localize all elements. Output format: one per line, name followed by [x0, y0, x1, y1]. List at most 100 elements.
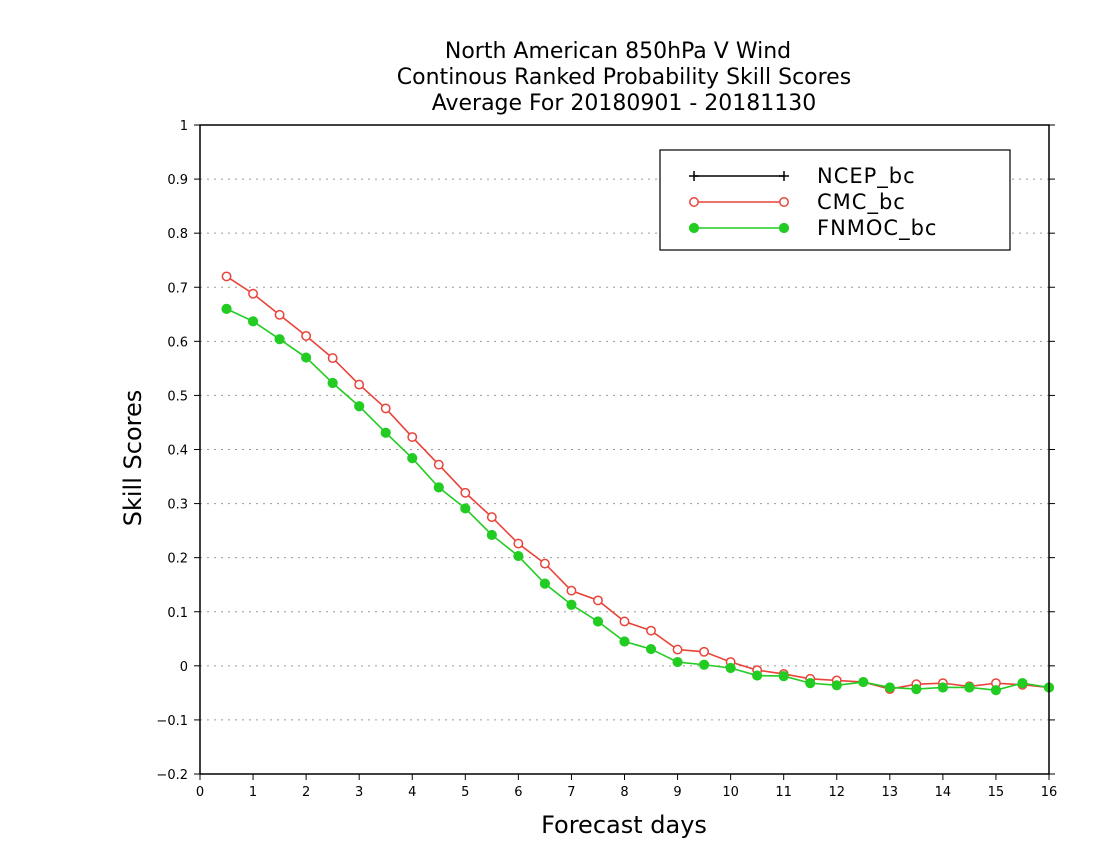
- series-line-cmc-bc: [226, 275, 1050, 690]
- data-point-cmc-bc: [354, 379, 365, 390]
- data-point-cmc-bc: [672, 644, 683, 655]
- y-tick-label: 0.7: [167, 281, 188, 296]
- data-point-fnmoc-bc: [725, 662, 736, 674]
- data-point-cmc-bc: [619, 616, 630, 627]
- data-point-cmc-bc: [380, 403, 391, 414]
- x-tick-label: 12: [828, 785, 845, 800]
- data-point-fnmoc-bc: [698, 659, 710, 670]
- x-tick-label: 16: [1041, 785, 1058, 800]
- y-tick-label: 0.3: [167, 498, 188, 513]
- legend-label-fnmoc-bc: FNMOC_bc: [817, 216, 937, 241]
- y-tick-label: 0: [180, 660, 188, 675]
- x-tick-label: 15: [988, 785, 1005, 800]
- data-point-fnmoc-bc: [592, 616, 604, 627]
- data-point-fnmoc-bc: [539, 578, 551, 589]
- x-tick-label: 5: [461, 785, 469, 800]
- legend-label-ncep-bc: NCEP_bc: [817, 164, 916, 189]
- data-point-fnmoc-bc: [380, 427, 391, 438]
- series-layer: [221, 271, 1055, 696]
- legend-label-cmc-bc: CMC_bc: [817, 190, 906, 215]
- x-tick-label: 8: [620, 785, 628, 800]
- x-tick-label: 10: [722, 785, 739, 800]
- x-tick-label: 9: [673, 785, 681, 800]
- x-tick-label: 3: [355, 785, 363, 800]
- data-point-fnmoc-bc: [301, 352, 312, 363]
- title-line-2: Continous Ranked Probability Skill Score…: [397, 65, 851, 90]
- data-point-cmc-bc: [221, 271, 232, 282]
- data-point-cmc-bc: [327, 353, 338, 364]
- data-point-fnmoc-bc: [672, 656, 683, 668]
- data-point-cmc-bc: [407, 432, 418, 443]
- data-point-fnmoc-bc: [858, 676, 869, 688]
- data-point-fnmoc-bc: [831, 680, 842, 691]
- data-point-fnmoc-bc: [990, 685, 1002, 696]
- data-point-fnmoc-bc: [221, 303, 232, 314]
- series-line-fnmoc-bc: [226, 308, 1050, 691]
- x-tick-label: 1: [249, 785, 257, 800]
- data-point-fnmoc-bc: [964, 682, 975, 693]
- legend-marker-ncep-bc: [779, 171, 789, 181]
- y-tick-label: 0.5: [167, 389, 188, 404]
- data-point-fnmoc-bc: [486, 529, 497, 541]
- data-point-fnmoc-bc: [327, 377, 338, 389]
- y-tick-label: −0.1: [156, 714, 188, 729]
- data-point-fnmoc-bc: [274, 334, 285, 345]
- data-point-cmc-bc: [460, 487, 471, 498]
- x-axis-label: Forecast days: [541, 811, 707, 839]
- data-point-fnmoc-bc: [460, 503, 471, 514]
- x-tick-label: 7: [567, 785, 575, 800]
- legend-marker-fnmoc-bc: [778, 222, 790, 234]
- data-point-cmc-bc: [513, 538, 524, 549]
- x-tick-label: 2: [302, 785, 310, 800]
- data-point-fnmoc-bc: [566, 599, 577, 610]
- x-tick-label: 13: [882, 785, 899, 800]
- x-tick-label: 14: [935, 785, 952, 800]
- y-tick-label: 0.2: [167, 552, 188, 567]
- y-axis: −0.2 −0.1 0 0.1 0.2 0.3 0.4 0.5 0.6 0.7 0.8 0.9 1: [156, 119, 1055, 783]
- data-point-cmc-bc: [486, 512, 497, 523]
- data-point-fnmoc-bc: [645, 643, 657, 655]
- y-tick-label: 1: [180, 119, 188, 134]
- data-point-cmc-bc: [274, 309, 285, 320]
- data-point-fnmoc-bc: [911, 683, 922, 695]
- grid-lines: [200, 178, 1049, 721]
- data-point-fnmoc-bc: [778, 671, 789, 682]
- x-tick-label: 11: [775, 785, 792, 800]
- data-point-fnmoc-bc: [752, 670, 763, 681]
- legend-marker-fnmoc-bc: [688, 222, 700, 234]
- data-point-fnmoc-bc: [1017, 678, 1028, 689]
- data-point-cmc-bc: [646, 625, 656, 636]
- data-point-cmc-bc: [539, 558, 550, 569]
- data-point-cmc-bc: [248, 288, 259, 299]
- title-line-3: Average For 20180901 - 20181130: [432, 91, 817, 116]
- data-point-fnmoc-bc: [884, 682, 895, 693]
- legend-marker-ncep-bc: [689, 171, 699, 181]
- x-tick-label: 0: [196, 785, 204, 800]
- x-tick-label: 6: [514, 785, 522, 800]
- legend-marker-cmc-bc: [779, 197, 789, 207]
- title-line-1: North American 850hPa V Wind: [445, 39, 791, 64]
- legend-marker-cmc-bc: [689, 197, 699, 207]
- data-point-fnmoc-bc: [619, 636, 630, 647]
- y-tick-label: 0.1: [167, 606, 188, 621]
- data-point-fnmoc-bc: [513, 550, 524, 562]
- y-tick-label: 0.8: [167, 227, 188, 242]
- x-tick-label: 4: [408, 785, 416, 800]
- data-point-cmc-bc: [566, 585, 577, 596]
- data-point-cmc-bc: [593, 595, 603, 606]
- data-point-cmc-bc: [433, 459, 444, 470]
- data-point-fnmoc-bc: [805, 678, 816, 689]
- data-point-fnmoc-bc: [433, 482, 444, 493]
- y-tick-label: 0.4: [167, 444, 188, 459]
- x-axis: 0 1 2 3 4 5 6 7 8 9 10 11 12 13 14 15 16: [196, 774, 1057, 800]
- data-point-fnmoc-bc: [354, 401, 365, 412]
- chart-title: North American 850hPa V Wind Continous R…: [397, 39, 851, 116]
- y-tick-label: −0.2: [156, 768, 188, 783]
- y-tick-label: 0.6: [167, 335, 188, 350]
- data-point-cmc-bc: [699, 646, 710, 657]
- y-tick-label: 0.9: [167, 173, 188, 188]
- data-point-cmc-bc: [301, 330, 312, 341]
- data-point-fnmoc-bc: [247, 316, 259, 327]
- data-point-fnmoc-bc: [407, 453, 418, 464]
